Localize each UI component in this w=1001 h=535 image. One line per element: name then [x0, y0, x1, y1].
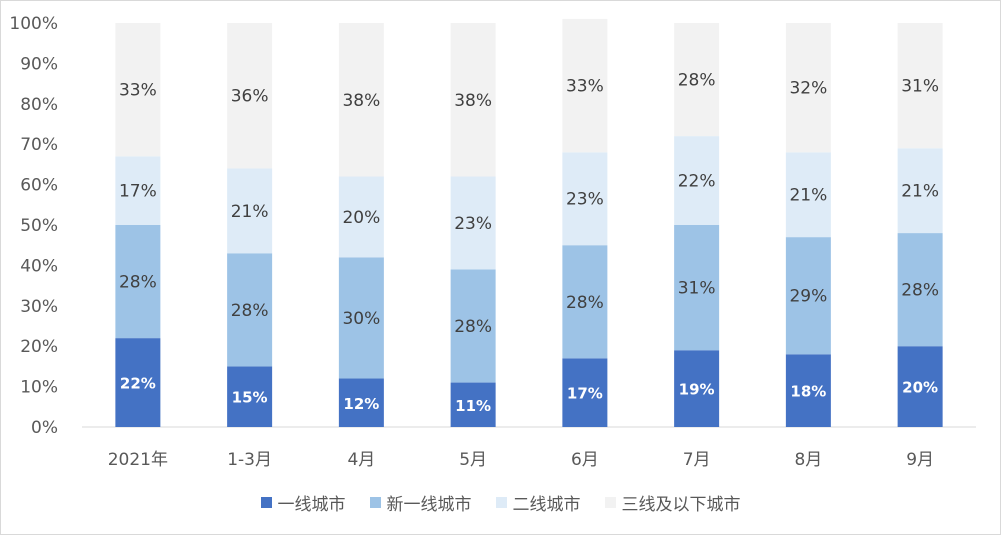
data-label: 18%	[790, 383, 826, 401]
data-label: 12%	[343, 395, 379, 413]
bar-segment	[562, 245, 608, 359]
data-label: 33%	[566, 77, 604, 97]
y-tick-label: 20%	[20, 337, 58, 357]
bar-segment	[115, 225, 161, 339]
data-label: 22%	[678, 172, 716, 192]
bar-segment	[338, 378, 384, 427]
bar-segment	[562, 152, 608, 246]
legend-item: 三线及以下城市	[604, 490, 741, 515]
y-tick-label: 40%	[20, 256, 58, 276]
bar-segment	[227, 23, 273, 169]
bar-segment	[227, 253, 273, 367]
y-tick-label: 70%	[20, 135, 58, 155]
bar-segment	[785, 23, 831, 153]
bar-segment	[674, 136, 720, 225]
legend-swatch	[604, 497, 616, 508]
bar-segment	[115, 23, 161, 157]
data-label: 31%	[678, 279, 716, 299]
y-tick-label: 100%	[9, 14, 58, 34]
data-label: 19%	[679, 381, 715, 399]
data-label: 29%	[789, 287, 827, 307]
bar-segment	[450, 176, 496, 270]
x-tick-label: 9月	[906, 450, 934, 470]
bar-segment	[115, 338, 161, 427]
bar-segment	[785, 152, 831, 238]
data-label: 28%	[119, 273, 157, 293]
bar-segment	[897, 23, 943, 149]
y-tick-label: 0%	[31, 418, 58, 438]
bar-segment	[674, 350, 720, 427]
data-label: 32%	[789, 79, 827, 99]
data-label: 20%	[342, 208, 380, 228]
bar-segment	[674, 23, 720, 137]
data-label: 20%	[902, 379, 938, 397]
data-label: 33%	[119, 81, 157, 101]
bar-segment	[674, 225, 720, 351]
bar-segment	[450, 382, 496, 427]
bar-segment	[562, 358, 608, 427]
bar-segment	[338, 176, 384, 258]
data-label: 15%	[232, 389, 268, 407]
y-tick-label: 60%	[20, 176, 58, 196]
bar-segment	[785, 354, 831, 427]
y-tick-label: 50%	[20, 216, 58, 236]
data-label: 36%	[231, 87, 269, 107]
data-label: 23%	[454, 214, 492, 234]
y-tick-label: 30%	[20, 297, 58, 317]
data-label: 30%	[342, 309, 380, 329]
legend-label: 二线城市	[512, 495, 581, 515]
bar-segment	[227, 366, 273, 427]
bar-segment	[897, 346, 943, 427]
legend-label: 三线及以下城市	[621, 495, 741, 515]
bar-segment	[450, 269, 496, 383]
bar-segment	[562, 18, 608, 153]
legend-item: 二线城市	[495, 490, 581, 515]
data-label: 11%	[455, 397, 491, 415]
data-label: 21%	[901, 182, 939, 202]
bar-segment	[227, 168, 273, 254]
data-label: 28%	[901, 281, 939, 301]
bar-segment	[338, 23, 384, 177]
data-label: 28%	[678, 71, 716, 91]
bar-segment	[897, 233, 943, 347]
data-label: 21%	[789, 186, 827, 206]
y-tick-label: 90%	[20, 54, 58, 74]
legend-swatch	[495, 497, 507, 508]
legend-item: 新一线城市	[369, 490, 472, 515]
legend-label: 一线城市	[277, 495, 346, 515]
x-tick-label: 4月	[347, 450, 375, 470]
bar-segment	[115, 156, 161, 225]
data-label: 23%	[566, 190, 604, 210]
x-tick-label: 5月	[459, 450, 487, 470]
bar-segment	[338, 257, 384, 379]
x-tick-label: 8月	[794, 450, 822, 470]
legend-swatch	[369, 497, 381, 508]
data-label: 38%	[342, 91, 380, 111]
x-tick-label: 7月	[683, 450, 711, 470]
bar-segment	[897, 148, 943, 234]
legend-item: 一线城市	[260, 490, 346, 515]
data-label: 31%	[901, 77, 939, 97]
x-tick-label: 2021年	[108, 450, 168, 470]
y-tick-label: 80%	[20, 95, 58, 115]
x-tick-label: 6月	[571, 450, 599, 470]
data-label: 28%	[566, 293, 604, 313]
data-label: 28%	[231, 301, 269, 321]
bar-segment	[785, 237, 831, 355]
y-tick-label: 10%	[20, 378, 58, 398]
legend-swatch	[260, 497, 272, 508]
data-label: 22%	[120, 375, 156, 393]
legend-label: 新一线城市	[386, 495, 472, 515]
x-tick-label: 1-3月	[227, 450, 272, 470]
bar-segment	[450, 23, 496, 177]
data-label: 21%	[231, 202, 269, 222]
data-label: 17%	[119, 182, 157, 202]
data-label: 17%	[567, 385, 603, 403]
chart-legend: 一线城市 新一线城市 二线城市 三线及以下城市	[0, 490, 1001, 515]
stacked-bar-chart: 0% 10% 20% 30% 40% 50% 60% 70% 80% 90% 100% 22% 28% 1…	[9, 14, 976, 470]
data-label: 28%	[454, 317, 492, 337]
data-label: 38%	[454, 91, 492, 111]
